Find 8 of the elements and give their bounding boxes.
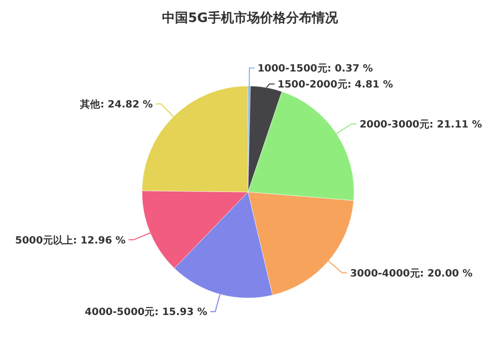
slice-label: 4000-5000元: 15.93 % [84, 306, 208, 318]
slice-label: 3000-4000元: 20.00 % [350, 267, 473, 280]
slice-label: 5000元以上: 12.96 % [15, 234, 126, 246]
slice-label: 1500-2000元: 4.81 % [278, 78, 393, 91]
slice-label: 其他: 24.82 % [79, 98, 153, 110]
slice-label: 1000-1500元: 0.37 % [257, 62, 373, 75]
slice-label: 2000-3000元: 21.11 % [360, 118, 482, 130]
chart-title: 中国5G手机市场价格分布情况 [162, 10, 339, 26]
